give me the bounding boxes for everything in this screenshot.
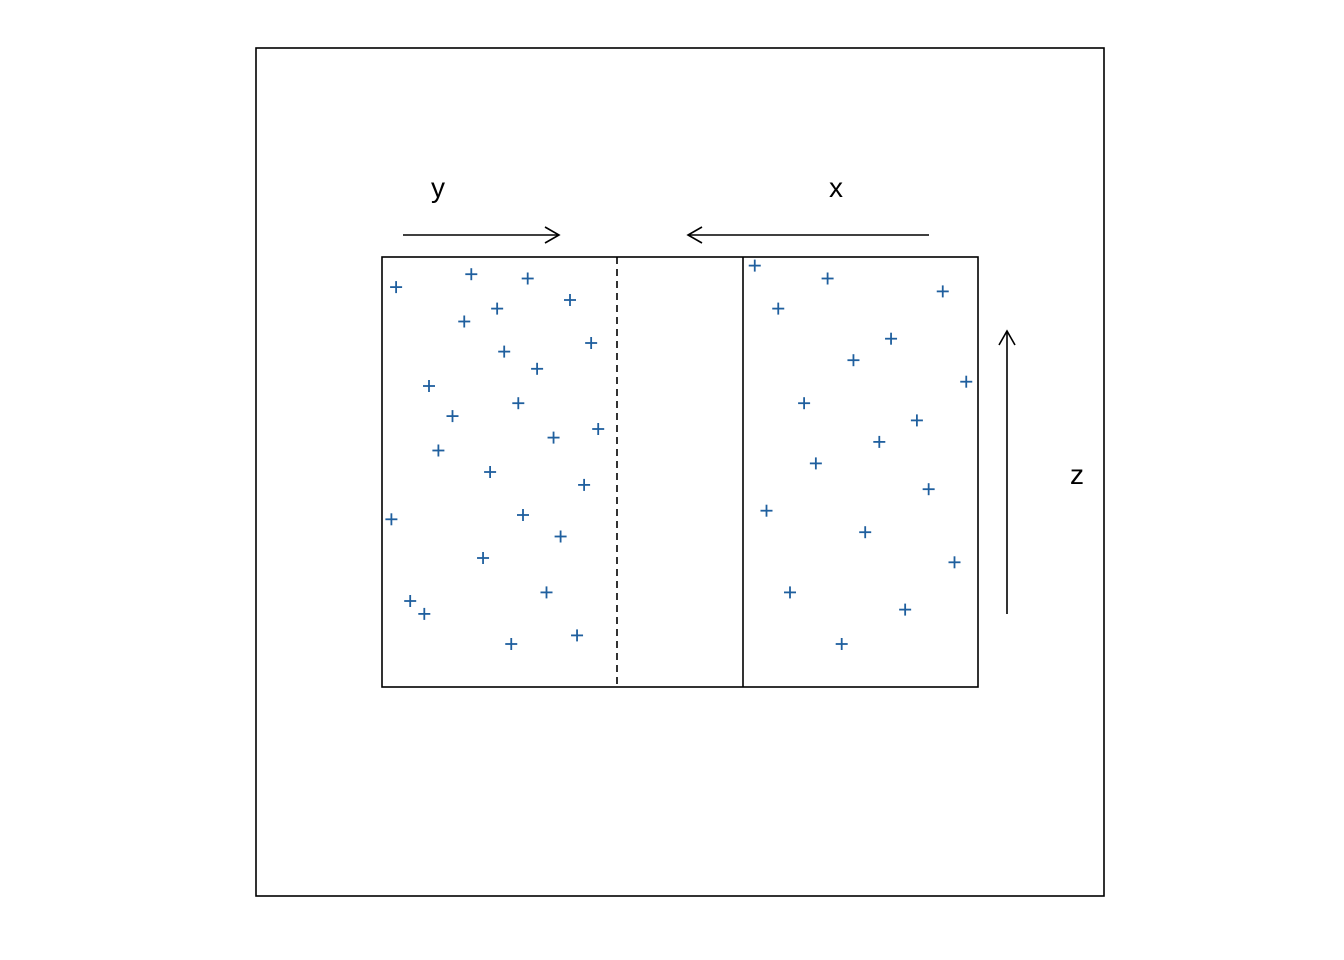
- x-axis-label: x: [829, 172, 843, 203]
- data-point-0-15: [517, 509, 529, 521]
- data-point-1-16: [948, 556, 961, 569]
- data-point-0-3: [418, 607, 431, 620]
- data-point-1-3: [784, 586, 796, 599]
- y-axis-arrow: [403, 226, 561, 244]
- data-point-1-12: [899, 603, 912, 616]
- data-point-0-21: [564, 294, 576, 306]
- data-point-1-8: [847, 354, 860, 367]
- data-point-1-11: [885, 332, 898, 345]
- data-point-1-10: [873, 435, 886, 448]
- data-point-1-2: [772, 302, 785, 315]
- data-point-1-6: [821, 272, 834, 285]
- data-point-0-14: [512, 397, 525, 410]
- data-point-0-4: [423, 380, 435, 392]
- data-point-0-5: [432, 444, 445, 457]
- data-point-0-23: [578, 478, 591, 491]
- data-point-0-6: [446, 410, 459, 423]
- data-point-0-0: [385, 513, 398, 526]
- data-point-1-4: [798, 397, 811, 410]
- data-point-0-17: [531, 362, 544, 375]
- data-point-0-18: [540, 586, 553, 599]
- data-point-1-14: [922, 483, 935, 496]
- data-point-1-7: [835, 638, 848, 650]
- y-arrow-head: [544, 226, 561, 244]
- data-point-0-12: [498, 345, 511, 358]
- z-axis-arrow: [998, 329, 1016, 614]
- data-point-0-7: [458, 315, 471, 328]
- data-point-1-17: [960, 375, 973, 388]
- outer-frame: [255, 47, 1105, 897]
- y-axis-label: y: [431, 172, 445, 203]
- inner-box: [381, 256, 979, 688]
- data-point-1-5: [809, 457, 822, 470]
- data-point-0-20: [554, 530, 567, 543]
- data-point-0-22: [571, 629, 584, 642]
- data-point-0-1: [390, 281, 403, 294]
- data-point-0-9: [477, 552, 490, 564]
- data-point-1-15: [936, 285, 949, 298]
- z-arrow-head: [998, 329, 1016, 346]
- data-point-0-24: [585, 337, 598, 349]
- data-point-0-13: [505, 638, 518, 650]
- x-axis-arrow: [686, 226, 929, 244]
- data-point-0-19: [547, 431, 560, 444]
- scatter-points: [385, 259, 973, 650]
- data-point-1-0: [748, 259, 761, 272]
- z-axis-label: z: [1070, 459, 1084, 490]
- x-arrow-head: [686, 226, 703, 244]
- data-point-1-9: [859, 526, 872, 539]
- data-point-0-2: [404, 595, 417, 607]
- data-point-0-25: [592, 423, 605, 435]
- data-point-0-10: [484, 466, 497, 478]
- data-point-0-11: [491, 302, 504, 315]
- data-point-0-16: [521, 272, 534, 285]
- data-point-0-8: [465, 268, 478, 281]
- data-point-1-13: [910, 414, 923, 427]
- data-point-1-1: [760, 504, 773, 517]
